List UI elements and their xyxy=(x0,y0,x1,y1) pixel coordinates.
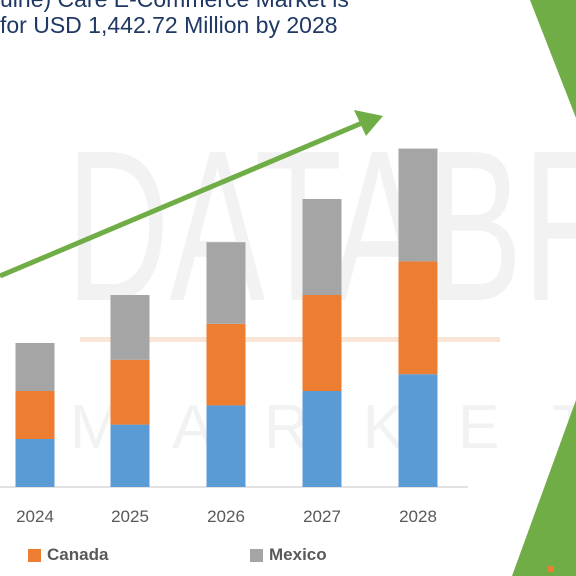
bar-segment-2028-mexico xyxy=(398,148,438,262)
bar-segment-2027-canada xyxy=(302,295,342,391)
bar-segment-2024-mexico xyxy=(15,343,55,391)
bar-segment-2026-mexico xyxy=(206,242,246,324)
legend-item-mexico: Mexico xyxy=(250,545,327,565)
x-tick-label: 2024 xyxy=(16,507,54,526)
x-tick-label: 2026 xyxy=(207,507,245,526)
x-tick-group: 2024 2025 2026 2027 2028 xyxy=(16,507,437,526)
bar-segment-2027-series-1 xyxy=(302,391,342,487)
bar-segment-2026-series-1 xyxy=(206,405,246,487)
bar-segment-2025-series-1 xyxy=(110,424,150,487)
bar-segment-2026-canada xyxy=(206,323,246,406)
decorative-green-shape xyxy=(530,0,576,118)
legend-swatch-mexico xyxy=(250,548,263,562)
trend-arrow-head xyxy=(354,110,383,136)
legend-label-mexico: Mexico xyxy=(269,545,327,564)
legend-swatch-canada xyxy=(28,548,41,562)
x-tick-label: 2028 xyxy=(399,507,437,526)
bar-segment-2025-canada xyxy=(110,359,150,425)
bar-segment-2024-series-1 xyxy=(15,439,55,487)
legend-item-canada: Canada xyxy=(28,545,108,565)
legend-label-canada: Canada xyxy=(47,545,109,564)
bar-segment-2025-mexico xyxy=(110,295,150,360)
chart-title-line-1: uine) Care E-Commerce Market is xyxy=(0,0,349,13)
chart-title-line-2: for USD 1,442.72 Million by 2028 xyxy=(0,12,338,38)
bar-group xyxy=(15,148,438,487)
x-tick-label: 2025 xyxy=(111,507,149,526)
trend-arrow-line xyxy=(0,120,363,279)
bar-segment-2024-canada xyxy=(15,391,55,439)
bar-segment-2027-mexico xyxy=(302,199,342,295)
bar-segment-2028-canada xyxy=(398,261,438,375)
decorative-orange-mark xyxy=(548,566,554,572)
trend-arrow xyxy=(0,110,383,279)
x-tick-label: 2027 xyxy=(303,507,341,526)
decorative-green-shape xyxy=(512,400,576,576)
bar-segment-2028-series-1 xyxy=(398,374,438,487)
watermark-rule xyxy=(80,337,500,342)
